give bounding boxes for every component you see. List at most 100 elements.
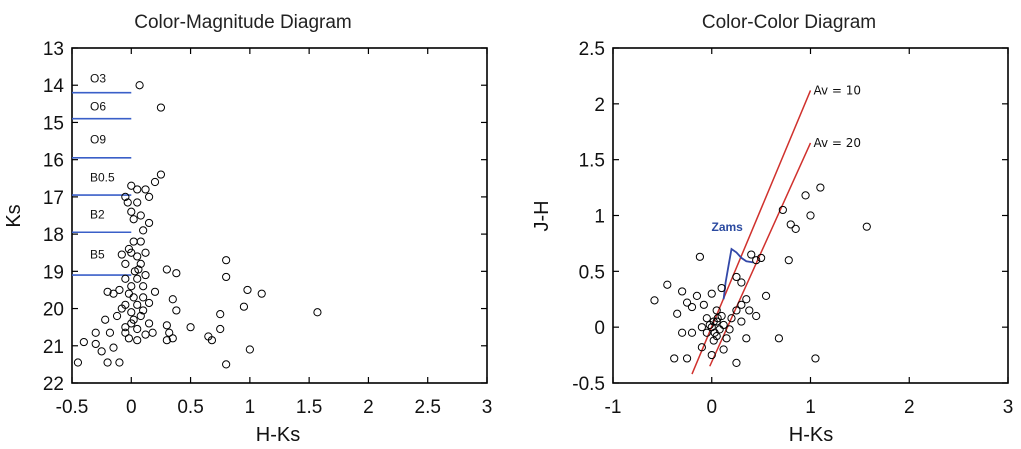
ccd-ylabel: J-H bbox=[531, 200, 553, 231]
cmd-data-point bbox=[117, 304, 126, 313]
ccd-y-tick-label: 1.5 bbox=[579, 151, 605, 172]
ccd-points bbox=[650, 183, 871, 367]
cmd-data-point bbox=[156, 170, 166, 179]
cmd-data-point bbox=[172, 269, 181, 278]
ccd-data-point bbox=[742, 334, 751, 343]
cmd-data-point bbox=[127, 207, 136, 216]
cmd-data-point bbox=[79, 337, 88, 347]
ccd-data-point bbox=[761, 291, 771, 300]
ccd-x-tick-label: -1 bbox=[605, 397, 622, 418]
cmd-data-point bbox=[216, 310, 225, 319]
cmd-data-point bbox=[127, 308, 136, 317]
ccd-data-point bbox=[687, 302, 697, 312]
cmd-data-point bbox=[222, 272, 231, 282]
ccd-data-point bbox=[742, 295, 751, 304]
ccd-data-point bbox=[715, 325, 724, 334]
ccd-data-point bbox=[697, 323, 706, 332]
ccd-data-point bbox=[717, 283, 726, 293]
ccd-plot-frame bbox=[612, 47, 1009, 384]
cmd-data-point bbox=[133, 252, 142, 261]
cmd-y-axis: 13 14 15 16 17 18 19 20 21 22 bbox=[43, 39, 487, 395]
spectral-label: B5 bbox=[90, 248, 105, 262]
ccd-reddening-lines: Av = 10 Av = 20 Zams bbox=[691, 83, 862, 375]
cmd-y-tick-label: 22 bbox=[43, 374, 64, 395]
cmd-y-tick-label: 16 bbox=[43, 151, 64, 172]
cmd-data-point bbox=[129, 215, 138, 224]
cmd-data-point bbox=[91, 328, 100, 337]
ccd-data-point bbox=[784, 256, 793, 265]
ccd-x-tick-label: 2 bbox=[904, 397, 915, 418]
cmd-data-point bbox=[129, 293, 138, 302]
cmd-points bbox=[73, 81, 322, 369]
ccd-y-tick-label: -0.5 bbox=[572, 374, 605, 395]
cmd-data-point bbox=[121, 323, 130, 332]
cmd-data-point bbox=[121, 328, 130, 337]
cmd-data-point bbox=[139, 306, 148, 315]
cmd-data-point bbox=[162, 265, 171, 274]
cmd-data-point bbox=[115, 285, 124, 295]
cmd-data-point bbox=[121, 259, 130, 268]
spectral-label: O6 bbox=[90, 100, 106, 114]
cmd-x-tick-label: 3 bbox=[482, 397, 493, 418]
ccd-y-tick-label: 2.5 bbox=[579, 39, 605, 60]
ccd-y-axis: -0.5 0 0.5 1 1.5 2 2.5 bbox=[572, 39, 1008, 395]
cmd-data-point bbox=[172, 306, 181, 315]
ccd-data-point bbox=[682, 298, 692, 307]
reddening-line-0 bbox=[691, 90, 812, 375]
cmd-data-point bbox=[136, 237, 145, 246]
ccd-data-point bbox=[737, 300, 746, 309]
cmd-data-point bbox=[141, 248, 150, 257]
ccd-data-point bbox=[811, 354, 820, 363]
cmd-x-axis: -0.5 0 0.5 1 1.5 2 2.5 3 bbox=[56, 48, 493, 418]
cmd-data-point bbox=[162, 321, 171, 330]
ccd-data-point bbox=[673, 309, 682, 318]
cmd-y-tick-label: 21 bbox=[43, 337, 64, 358]
ccd-data-point bbox=[712, 306, 721, 315]
cmd-x-tick-label: 0 bbox=[126, 397, 137, 418]
cmd-data-point bbox=[186, 323, 195, 332]
cmd-data-point bbox=[245, 345, 254, 354]
ccd-data-point bbox=[745, 306, 754, 315]
cmd-data-point bbox=[216, 324, 225, 334]
cmd-data-point bbox=[133, 274, 142, 283]
ccd-data-point bbox=[757, 253, 766, 263]
cmd-data-point bbox=[127, 181, 136, 190]
ccd-data-point bbox=[727, 314, 736, 323]
cmd-data-point bbox=[117, 250, 126, 259]
cmd-spectral-lines: O3 O6 O9 B0.5 B2 B5 bbox=[72, 72, 132, 276]
ccd-data-point bbox=[707, 350, 716, 360]
cmd-data-point bbox=[139, 293, 148, 302]
ccd-data-point bbox=[697, 343, 706, 352]
cmd-data-point bbox=[162, 336, 171, 345]
cmd-data-point bbox=[313, 308, 322, 317]
ccd-data-point bbox=[806, 211, 815, 220]
cmd-plot-frame bbox=[71, 47, 488, 384]
spectral-label: O9 bbox=[90, 132, 106, 146]
ccd-data-point bbox=[725, 325, 734, 334]
ccd-data-point bbox=[732, 272, 741, 282]
spectral-label: B0.5 bbox=[90, 170, 115, 184]
reddening-label: Av = 10 bbox=[814, 83, 862, 97]
cmd-data-point bbox=[139, 282, 148, 291]
ccd-panel: Color-Color Diagram -1 0 1 2 3 -0.5 0 0.5 1 1.5 2… bbox=[531, 12, 1013, 446]
cmd-data-point bbox=[129, 237, 138, 246]
ccd-data-point bbox=[732, 358, 741, 367]
ccd-data-point bbox=[862, 222, 871, 231]
ccd-x-axis: -1 0 1 2 3 bbox=[605, 48, 1013, 418]
ccd-data-point bbox=[713, 314, 722, 323]
spectral-label: O3 bbox=[90, 72, 106, 86]
ccd-data-point bbox=[801, 191, 810, 200]
cmd-x-tick-label: 0.5 bbox=[177, 397, 203, 418]
ccd-data-point bbox=[670, 354, 679, 363]
cmd-data-point bbox=[150, 287, 160, 296]
ccd-data-point bbox=[774, 334, 784, 343]
cmd-y-tick-label: 18 bbox=[43, 225, 64, 246]
zams-curve bbox=[722, 247, 754, 300]
cmd-data-point bbox=[121, 274, 130, 283]
ccd-data-point bbox=[816, 183, 825, 192]
cmd-y-tick-label: 19 bbox=[43, 262, 64, 283]
cmd-data-point bbox=[222, 256, 231, 265]
cmd-data-point bbox=[144, 192, 154, 201]
cmd-data-point bbox=[257, 289, 266, 298]
